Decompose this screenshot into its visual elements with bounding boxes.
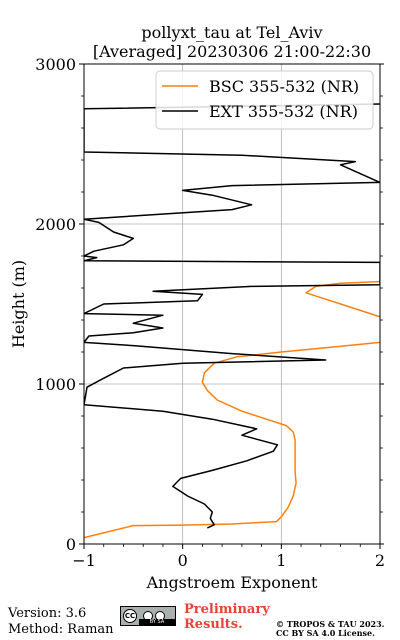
chart-canvas: pollyxt_tau at Tel_Aviv [Averaged] 20230… — [9, 23, 385, 592]
y-tick-label: 1000 — [35, 375, 76, 394]
plot-frame — [83, 63, 381, 545]
chart-title-line1: pollyxt_tau at Tel_Aviv — [141, 23, 322, 42]
legend-box — [155, 70, 374, 130]
grid-lines — [84, 64, 380, 544]
y-tick-label: 3000 — [35, 55, 76, 74]
x-tick-label: −1 — [72, 551, 96, 570]
y-tick-label: 0 — [66, 535, 76, 554]
series-layer — [84, 103, 380, 539]
x-axis-label: Angstroem Exponent — [146, 573, 318, 592]
series-line-bsc — [84, 341, 380, 539]
series-line-bsc — [305, 280, 380, 318]
x-tick-label: 2 — [375, 551, 385, 570]
cc-icon: CC — [123, 609, 137, 623]
copyright-line2: CC BY SA 4.0 License. — [276, 628, 375, 638]
x-tick-label: 0 — [178, 551, 188, 570]
copyright-line1: © TROPOS & TAU 2023. — [276, 619, 385, 629]
chart-title-line2: [Averaged] 20230306 21:00-22:30 — [93, 42, 371, 61]
cc-strip: BY SA — [139, 619, 175, 625]
copyright-notice: © TROPOS & TAU 2023. CC BY SA 4.0 Licens… — [276, 620, 384, 638]
legend: BSC 355-532 (NR) EXT 355-532 (NR) — [155, 70, 374, 130]
method-text: Method: Raman — [8, 622, 114, 637]
version-text: Version: 3.6 — [8, 606, 87, 621]
y-axis-label: Height (m) — [9, 260, 28, 348]
legend-label-bsc: BSC 355-532 (NR) — [209, 77, 359, 96]
preliminary-notice: Preliminary Results. — [184, 602, 270, 632]
series-line-ext — [84, 103, 380, 529]
x-tick-label: 1 — [276, 551, 286, 570]
cc-license-badge: CC BY SA — [120, 606, 176, 626]
y-tick-label: 2000 — [35, 215, 76, 234]
legend-label-ext: EXT 355-532 (NR) — [209, 102, 358, 121]
